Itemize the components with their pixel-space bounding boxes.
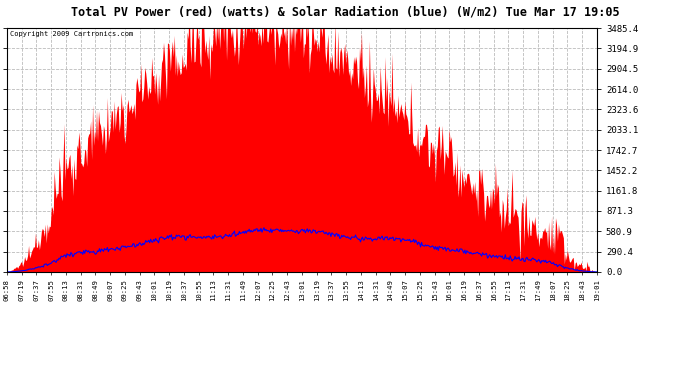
Text: Copyright 2009 Cartronics.com: Copyright 2009 Cartronics.com <box>10 31 133 37</box>
Text: Total PV Power (red) (watts) & Solar Radiation (blue) (W/m2) Tue Mar 17 19:05: Total PV Power (red) (watts) & Solar Rad… <box>70 6 620 19</box>
